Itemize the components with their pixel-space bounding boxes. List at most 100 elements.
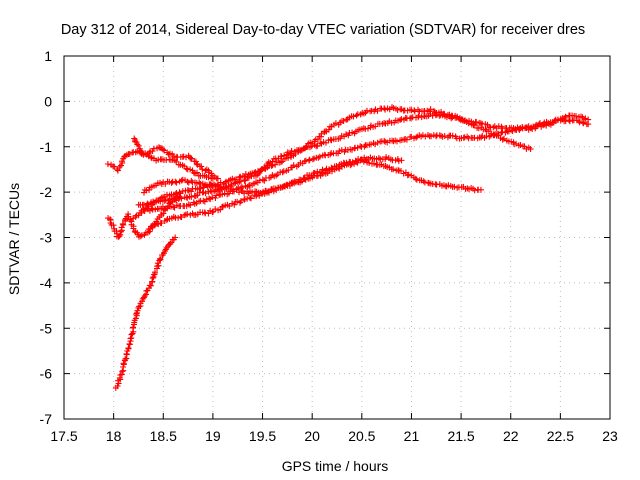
data-point: [284, 149, 291, 156]
series-trace-3: [140, 115, 592, 215]
data-point: [165, 203, 171, 210]
data-point: [383, 154, 390, 161]
data-point: [527, 146, 534, 153]
data-point: [213, 192, 220, 199]
data-point: [323, 165, 330, 172]
data-point: [170, 153, 177, 160]
data-point: [146, 228, 153, 235]
data-point: [144, 200, 151, 207]
series-trace-9: [112, 234, 179, 391]
data-point: [118, 162, 124, 169]
data-point: [187, 202, 194, 209]
data-point: [449, 132, 456, 139]
data-point: [188, 188, 195, 195]
data-point: [178, 195, 185, 202]
series-trace-7: [131, 135, 221, 182]
data-point: [170, 203, 177, 210]
data-point: [125, 345, 132, 351]
data-point: [407, 115, 413, 122]
data-point: [149, 275, 156, 282]
data-point: [473, 119, 480, 125]
data-point: [156, 144, 162, 151]
data-point: [133, 311, 140, 318]
data-point: [347, 162, 354, 169]
data-point: [490, 124, 497, 131]
data-point: [117, 231, 124, 238]
data-point: [477, 120, 484, 127]
data-point: [194, 169, 200, 176]
data-point: [297, 147, 304, 154]
x-tick-label: 20.5: [348, 428, 375, 444]
data-point: [116, 164, 123, 170]
data-point: [415, 112, 422, 119]
data-points: [104, 104, 592, 391]
data-point: [141, 208, 148, 215]
data-point: [173, 179, 180, 186]
data-point: [241, 177, 248, 184]
data-point: [433, 133, 439, 140]
data-point: [412, 175, 419, 182]
data-point: [495, 130, 502, 137]
data-point: [172, 234, 179, 241]
data-point: [167, 240, 174, 247]
data-point: [193, 160, 200, 167]
series-trace-8: [105, 193, 182, 240]
data-point: [408, 133, 415, 140]
data-point: [398, 157, 405, 164]
data-point: [332, 120, 339, 127]
data-point: [288, 147, 295, 154]
data-point: [137, 233, 144, 240]
data-point: [248, 195, 254, 202]
x-tick-label: 23: [602, 428, 618, 444]
x-tick-label: 21.5: [447, 428, 474, 444]
data-point: [533, 121, 540, 128]
x-axis-label: GPS time / hours: [282, 458, 389, 474]
x-tick-label: 18.5: [150, 428, 177, 444]
data-point: [328, 164, 335, 171]
data-point: [118, 228, 124, 235]
data-point: [551, 117, 558, 124]
y-tick-label: -3: [40, 230, 53, 246]
data-point: [209, 194, 216, 201]
data-point: [395, 158, 402, 164]
data-point: [198, 163, 205, 170]
data-point: [306, 157, 312, 164]
data-point: [429, 112, 436, 119]
data-point: [157, 255, 164, 262]
data-point: [127, 217, 134, 224]
data-point: [223, 178, 230, 185]
y-tick-label: 0: [44, 93, 52, 109]
data-point: [576, 118, 582, 125]
data-point: [122, 356, 129, 363]
data-point: [285, 154, 292, 161]
data-point: [104, 161, 111, 167]
data-point: [394, 138, 400, 145]
data-point: [403, 136, 410, 143]
series-trace-2: [135, 111, 592, 208]
y-axis-label: SDTVAR / TECUs: [6, 183, 22, 295]
data-point: [214, 175, 221, 182]
y-tick-label: -1: [40, 139, 53, 155]
data-point: [448, 115, 455, 122]
data-point: [451, 183, 458, 190]
data-point: [585, 121, 592, 128]
x-tick-label: 19: [205, 428, 221, 444]
data-point: [246, 194, 253, 201]
data-point: [200, 197, 207, 204]
data-point: [175, 193, 182, 200]
data-point: [374, 139, 381, 146]
data-point: [148, 154, 155, 161]
data-point: [443, 114, 450, 121]
data-point: [110, 222, 117, 229]
x-tick-label: 22.5: [547, 428, 574, 444]
data-point: [159, 146, 166, 153]
y-tick-label: -6: [40, 366, 53, 382]
grid-layer: [64, 56, 610, 419]
y-tick-label: -7: [40, 411, 53, 427]
data-point: [160, 210, 167, 217]
y-tick-label: 1: [44, 48, 52, 64]
data-point: [116, 233, 123, 240]
data-point: [499, 136, 506, 143]
data-point: [234, 198, 241, 205]
data-point: [340, 118, 347, 124]
